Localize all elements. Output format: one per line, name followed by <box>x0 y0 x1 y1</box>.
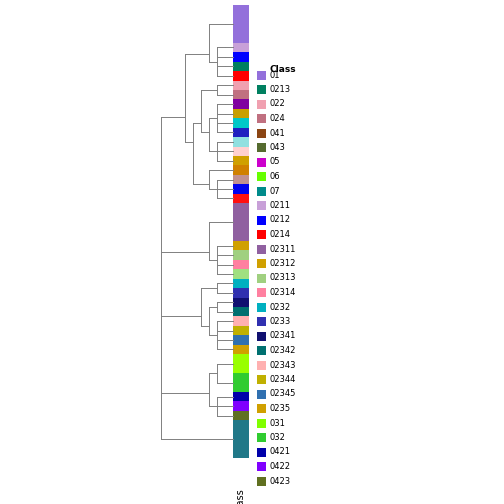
Bar <box>257 129 266 138</box>
Bar <box>233 345 249 354</box>
Text: 022: 022 <box>269 99 285 108</box>
Bar <box>257 201 266 210</box>
Bar <box>257 230 266 239</box>
Text: 0423: 0423 <box>269 476 290 485</box>
Bar <box>233 90 249 99</box>
Text: 01: 01 <box>269 71 280 80</box>
Text: 0421: 0421 <box>269 448 290 457</box>
Bar <box>233 241 249 250</box>
Bar <box>233 61 249 71</box>
Text: 02312: 02312 <box>269 259 295 268</box>
Text: 05: 05 <box>269 157 280 166</box>
Bar <box>233 99 249 109</box>
Text: 024: 024 <box>269 114 285 123</box>
Bar <box>257 448 266 457</box>
Bar <box>257 418 266 427</box>
Bar <box>257 288 266 297</box>
Bar <box>233 118 249 128</box>
Bar <box>257 274 266 283</box>
Text: 0214: 0214 <box>269 230 290 239</box>
Bar <box>257 390 266 399</box>
Bar <box>233 71 249 81</box>
Bar <box>233 128 249 137</box>
Text: 02344: 02344 <box>269 375 295 384</box>
Text: 07: 07 <box>269 186 280 196</box>
Bar <box>257 433 266 442</box>
Bar <box>257 360 266 369</box>
Text: 043: 043 <box>269 143 285 152</box>
Text: Class: Class <box>269 65 296 74</box>
Text: 0422: 0422 <box>269 462 290 471</box>
Bar <box>257 302 266 311</box>
Bar <box>233 203 249 241</box>
Bar <box>233 373 249 392</box>
Bar <box>257 216 266 224</box>
Bar <box>233 184 249 194</box>
Bar <box>233 307 249 317</box>
Bar <box>233 288 249 297</box>
Text: 0235: 0235 <box>269 404 290 413</box>
Text: Class: Class <box>236 488 246 504</box>
Bar <box>257 404 266 413</box>
Bar <box>233 269 249 279</box>
Bar <box>257 71 266 80</box>
Bar <box>233 165 249 175</box>
Bar <box>257 346 266 355</box>
Bar <box>233 411 249 420</box>
Bar <box>233 52 249 61</box>
Bar <box>233 175 249 184</box>
Bar <box>257 476 266 485</box>
Text: 02341: 02341 <box>269 332 295 341</box>
Bar <box>233 354 249 373</box>
Bar <box>233 250 249 260</box>
Text: 0233: 0233 <box>269 317 290 326</box>
Text: 02311: 02311 <box>269 244 295 254</box>
Bar <box>233 279 249 288</box>
Bar <box>257 375 266 384</box>
Text: 06: 06 <box>269 172 280 181</box>
Bar <box>257 259 266 268</box>
Bar <box>257 157 266 166</box>
Bar <box>257 332 266 341</box>
Bar <box>257 462 266 471</box>
Text: 02345: 02345 <box>269 390 295 399</box>
Bar <box>233 5 249 43</box>
Bar <box>233 420 249 458</box>
Bar <box>233 317 249 326</box>
Bar <box>233 137 249 147</box>
Bar <box>257 99 266 108</box>
Text: 041: 041 <box>269 129 285 138</box>
Bar <box>233 156 249 165</box>
Bar <box>233 335 249 345</box>
Text: 0211: 0211 <box>269 201 290 210</box>
Bar <box>257 186 266 196</box>
Text: 02314: 02314 <box>269 288 295 297</box>
Text: 0232: 0232 <box>269 302 290 311</box>
Bar <box>257 172 266 181</box>
Text: 032: 032 <box>269 433 285 442</box>
Text: 031: 031 <box>269 418 285 427</box>
Bar <box>233 43 249 52</box>
Bar <box>233 194 249 203</box>
Bar <box>257 244 266 254</box>
Bar <box>257 143 266 152</box>
Bar <box>233 81 249 90</box>
Bar <box>257 85 266 94</box>
Bar <box>233 297 249 307</box>
Bar <box>233 260 249 269</box>
Bar <box>233 326 249 335</box>
Text: 0213: 0213 <box>269 85 290 94</box>
Bar <box>233 109 249 118</box>
Text: 02313: 02313 <box>269 274 295 283</box>
Bar <box>257 317 266 326</box>
Text: 02342: 02342 <box>269 346 295 355</box>
Bar <box>233 401 249 411</box>
Bar <box>233 392 249 401</box>
Bar <box>257 114 266 123</box>
Text: 0212: 0212 <box>269 216 290 224</box>
Bar <box>233 147 249 156</box>
Text: 02343: 02343 <box>269 360 295 369</box>
